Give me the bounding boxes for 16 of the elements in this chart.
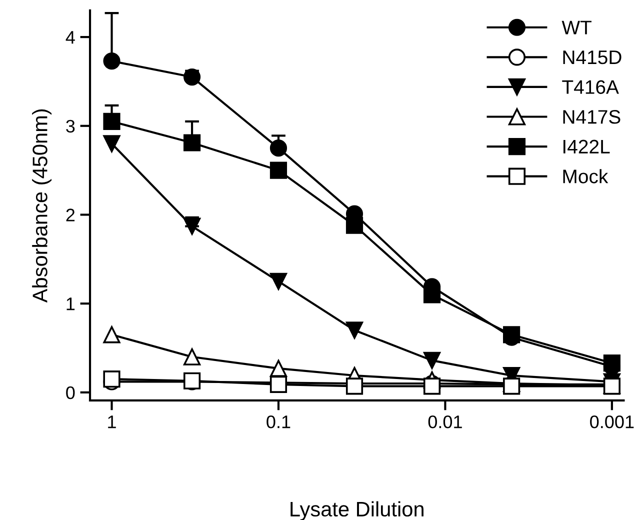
y-tick-label: 0 <box>66 386 75 400</box>
legend-label: I422L <box>563 140 610 154</box>
x-tick-label: 0.01 <box>428 415 462 428</box>
x-tick-label: 1 <box>108 416 116 428</box>
x-tick-label: 0.1 <box>266 415 290 428</box>
legend-label: N415D <box>563 50 622 64</box>
x-tick-label: 0.001 <box>590 415 634 428</box>
y-tick-label: 1 <box>66 298 75 310</box>
legend-label: Mock <box>563 169 608 184</box>
legend-label: N417S <box>563 110 620 124</box>
legend-label: WT <box>562 20 592 34</box>
legend-label: T416A <box>562 80 619 94</box>
y-tick-label: 3 <box>66 120 75 133</box>
y-axis-title: Absorbance (450nm) <box>32 109 52 303</box>
y-tick-label: 4 <box>66 31 75 44</box>
y-tick-label: 2 <box>66 208 75 222</box>
